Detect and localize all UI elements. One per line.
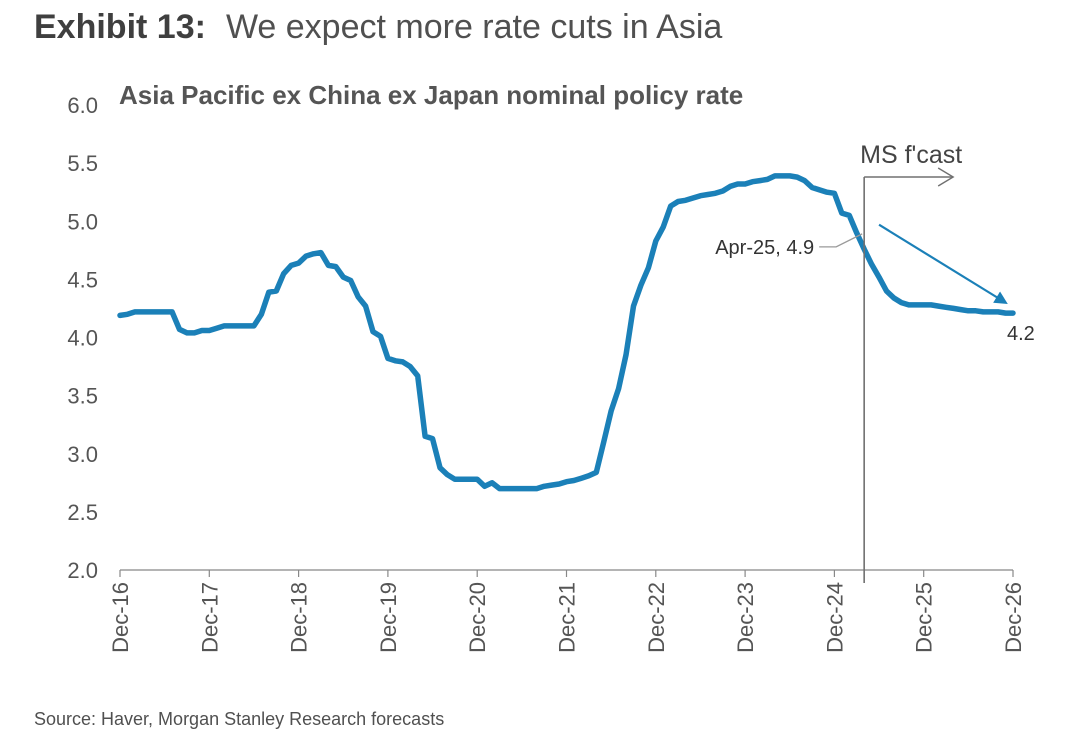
- x-tick-label: Dec-16: [108, 582, 133, 653]
- x-tick-label: Dec-21: [555, 582, 580, 653]
- y-tick-label: 4.0: [67, 326, 98, 351]
- x-tick-label: Dec-24: [822, 582, 847, 653]
- x-tick-label: Dec-26: [1001, 582, 1026, 653]
- x-tick-label: Dec-25: [912, 582, 937, 653]
- y-tick-label: 2.5: [67, 500, 98, 525]
- exhibit-header: Exhibit 13: We expect more rate cuts in A…: [34, 8, 722, 47]
- callout-leader-line: [819, 233, 863, 248]
- annotations: MS f'cast Apr-25, 4.9 4.2: [715, 141, 1035, 583]
- x-axis: Dec-16 Dec-17 Dec-18 Dec-19 Dec-20 Dec-21 Dec-…: [108, 569, 1026, 653]
- y-axis: 6.0 5.5 5.0 4.5 4.0 3.5 3.0 2.5 2.0: [67, 93, 98, 583]
- exhibit-title: We expect more rate cuts in Asia: [225, 8, 723, 46]
- plot-area: [117, 173, 1016, 492]
- end-value-label: 4.2: [1007, 323, 1035, 345]
- source-note: Source: Haver, Morgan Stanley Research f…: [34, 709, 445, 729]
- y-tick-label: 5.5: [67, 151, 98, 176]
- y-tick-label: 5.0: [67, 209, 98, 234]
- chart-title: Asia Pacific ex China ex Japan nominal p…: [119, 80, 743, 110]
- x-tick-label: Dec-22: [644, 582, 669, 653]
- trend-arrow: [878, 223, 1008, 305]
- exhibit-label: Exhibit 13:: [34, 8, 206, 46]
- x-tick-label: Dec-18: [287, 582, 312, 653]
- y-tick-label: 3.5: [67, 384, 98, 409]
- y-tick-label: 4.5: [67, 267, 98, 292]
- forecast-label: MS f'cast: [860, 141, 962, 169]
- x-tick-label: Dec-19: [376, 582, 401, 653]
- callout-label: Apr-25, 4.9: [715, 237, 814, 259]
- policy-rate-series-line: [117, 173, 1016, 492]
- x-tick-label: Dec-20: [465, 582, 490, 653]
- forecast-arrow-head: [937, 167, 955, 187]
- y-tick-label: 2.0: [67, 558, 98, 583]
- y-tick-label: 3.0: [67, 442, 98, 467]
- y-tick-label: 6.0: [67, 93, 98, 118]
- x-tick-label: Dec-23: [733, 582, 758, 653]
- policy-rate-chart: Asia Pacific ex China ex Japan nominal p…: [67, 80, 1035, 653]
- x-tick-label: Dec-17: [197, 582, 222, 653]
